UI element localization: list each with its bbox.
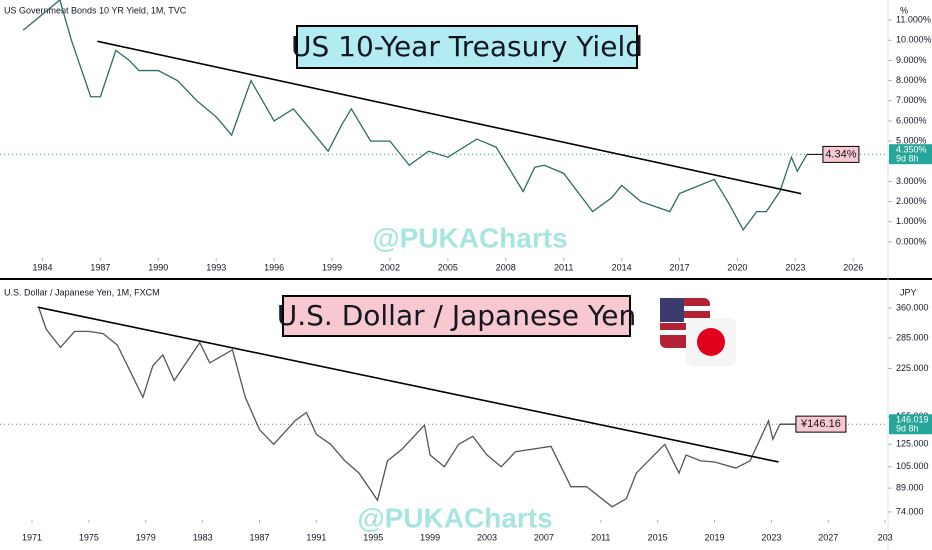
y-tick-label: 105.000 — [896, 461, 929, 471]
x-tick-label: 2027 — [818, 532, 838, 542]
x-tick-label: 1996 — [264, 262, 284, 272]
trendline — [97, 40, 802, 195]
y-tick-label: 89.000 — [896, 482, 924, 492]
x-tick-label: 2003 — [477, 532, 497, 542]
y-tick-label: 360.000 — [896, 302, 929, 312]
title-box — [296, 25, 638, 69]
x-tick-label: 1999 — [322, 262, 342, 272]
x-tick-label: 2026 — [843, 262, 863, 272]
x-tick-label: 1987 — [90, 262, 110, 272]
x-tick-label: 2005 — [438, 262, 458, 272]
y-tick-label: 10.000% — [896, 35, 932, 45]
x-tick-label: 1983 — [193, 532, 213, 542]
x-tick-label: 2017 — [669, 262, 689, 272]
y-tick-label: 11.000% — [896, 15, 931, 25]
x-tick-label: 2008 — [496, 262, 516, 272]
chart-title: US 10-Year Treasury Yield — [291, 30, 643, 63]
y-tick-label: 74.000 — [896, 506, 924, 516]
y-tick-label: 225.000 — [896, 363, 929, 373]
y-tick-label: 9.000% — [896, 55, 927, 65]
x-tick-label: 2014 — [612, 262, 632, 272]
x-tick-label: 2002 — [380, 262, 400, 272]
price-tag-label: 146.019 — [896, 415, 929, 425]
x-tick-label: 1979 — [136, 532, 156, 542]
y-tick-label: 285.000 — [896, 332, 929, 342]
watermark: @PUKACharts — [357, 502, 552, 533]
chart-title: U.S. Dollar / Japanese Yen — [277, 299, 637, 332]
callout-box — [795, 415, 847, 433]
y-tick-label: 8.000% — [896, 75, 927, 85]
x-tick-label: 2023 — [785, 262, 805, 272]
x-tick-label: 2020 — [727, 262, 747, 272]
y-tick-label: 3.000% — [896, 176, 927, 186]
x-tick-label: 1995 — [363, 532, 383, 542]
x-tick-label: 1971 — [22, 532, 42, 542]
x-tick-label: 1990 — [148, 262, 168, 272]
x-tick-label: 1999 — [420, 532, 440, 542]
y-tick-label: 1.000% — [896, 216, 927, 226]
x-tick-label: 203 — [878, 532, 893, 542]
x-tick-label: 2015 — [648, 532, 668, 542]
x-tick-label: 2019 — [705, 532, 725, 542]
y-tick-label: 6.000% — [896, 115, 927, 125]
price-line — [38, 308, 781, 508]
unit-label: JPY — [900, 287, 917, 297]
y-tick-label: 2.000% — [896, 196, 927, 206]
price-tag — [889, 144, 932, 165]
price-line — [22, 0, 808, 231]
title-box — [282, 295, 631, 337]
x-tick-label: 2011 — [591, 532, 610, 542]
watermark: @PUKACharts — [372, 222, 567, 253]
x-tick-label: 1984 — [32, 262, 52, 272]
callout-box — [822, 145, 860, 163]
x-tick-label: 1991 — [306, 532, 326, 542]
x-tick-label: 2011 — [554, 262, 573, 272]
symbol-label: U.S. Dollar / Japanese Yen, 1M, FXCM — [4, 287, 160, 297]
callout-label: ¥146.16 — [800, 418, 841, 430]
y-tick-label: 0.000% — [896, 236, 927, 246]
trendline — [37, 306, 779, 463]
x-tick-label: 2023 — [761, 532, 781, 542]
x-tick-label: 1987 — [249, 532, 269, 542]
y-tick-label: 5.000% — [896, 135, 927, 145]
price-tag — [889, 414, 932, 435]
countdown-label: 9d 8h — [896, 154, 919, 164]
symbol-label: US Government Bonds 10 YR Yield, 1M, TVC — [4, 5, 187, 15]
y-tick-label: 7.000% — [896, 95, 927, 105]
x-tick-label: 2007 — [534, 532, 554, 542]
japan-flag — [686, 318, 736, 366]
callout-label: 4.34% — [825, 148, 856, 160]
unit-label: % — [900, 5, 908, 15]
y-tick-label: 125.000 — [896, 439, 929, 449]
countdown-label: 9d 8h — [896, 424, 919, 434]
x-tick-label: 1993 — [206, 262, 226, 272]
x-tick-label: 1975 — [79, 532, 99, 542]
price-tag-label: 4.350% — [896, 145, 927, 155]
